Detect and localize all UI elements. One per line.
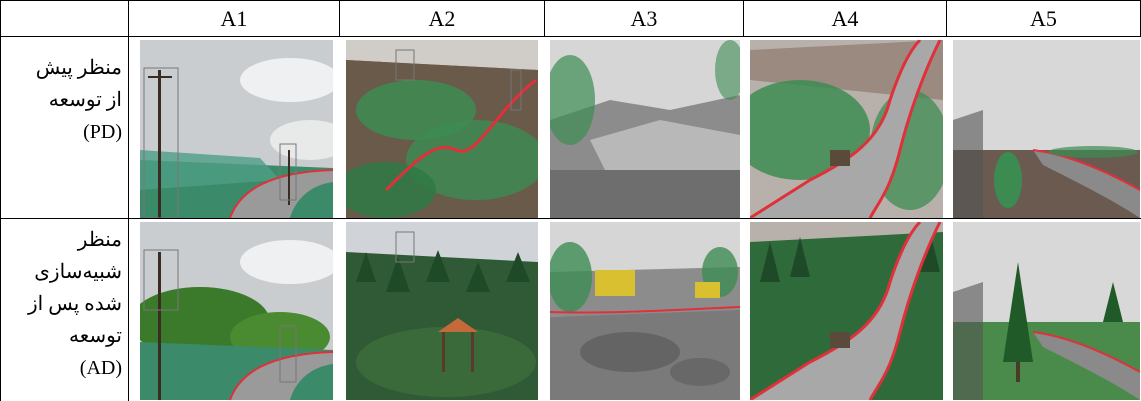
row-label-line: منظر پیش: [35, 57, 122, 79]
table-border-top: [0, 0, 1141, 1]
image-a2-ad: [346, 222, 538, 400]
row-label-line: شده پس از: [27, 293, 122, 315]
column-header-a5: A5: [1030, 6, 1057, 31]
table-col-divider: [128, 0, 129, 401]
row-label-line: (PD): [83, 121, 122, 143]
image-a5-ad: [953, 222, 1140, 400]
image-a5-pd: [953, 40, 1140, 218]
column-header-a1: A1: [220, 6, 248, 31]
column-header-a3: A3: [630, 6, 658, 31]
image-a4-pd: [750, 40, 943, 218]
table-header-divider: [0, 36, 1141, 37]
column-header-a4: A4: [831, 6, 859, 31]
image-a3-ad: [550, 222, 740, 400]
row-label-line: توسعه: [68, 325, 122, 347]
row-label-ad: منظر شبیه‌سازی شده پس از توسعه (AD): [0, 224, 128, 384]
row-label-line: از توسعه: [48, 89, 122, 111]
image-a2-pd: [346, 40, 538, 218]
row-label-pd: منظر پیش از توسعه (PD): [0, 52, 128, 148]
row-label-line: شبیه‌سازی: [34, 261, 122, 283]
column-header-a2: A2: [428, 6, 456, 31]
row-label-line: (AD): [79, 357, 122, 379]
image-a1-pd: [140, 40, 333, 218]
image-a4-ad: [750, 222, 943, 400]
image-a1-ad: [140, 222, 333, 400]
table-col-divider: [743, 0, 744, 36]
row-label-line: منظر: [77, 229, 122, 251]
table-row-divider: [0, 218, 1141, 219]
image-a3-pd: [550, 40, 740, 218]
table-col-divider: [544, 0, 545, 36]
table-border-left: [0, 0, 1, 401]
table-col-divider: [946, 0, 947, 36]
table-col-divider: [339, 0, 340, 36]
